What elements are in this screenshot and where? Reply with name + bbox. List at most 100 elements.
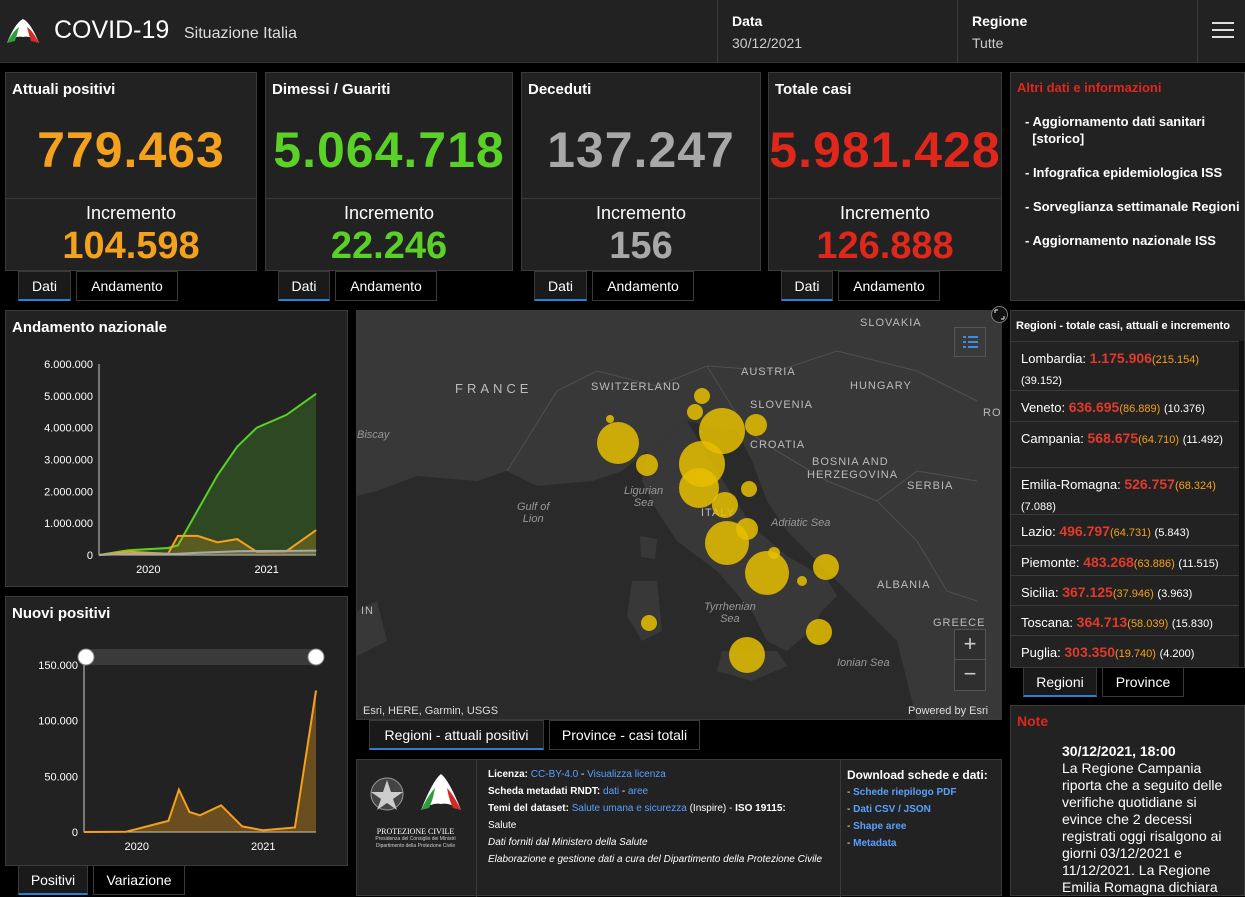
legend-toggle-button[interactable]: [954, 327, 986, 357]
region-bubble[interactable]: [797, 576, 807, 586]
sea-label: Tyrrhenian Sea: [704, 601, 756, 625]
info-link[interactable]: - Aggiornamento nazionale ISS: [1025, 233, 1216, 248]
temi-link[interactable]: Salute umana e sicurezza: [571, 803, 687, 814]
region-bubble[interactable]: [813, 554, 839, 580]
region-row[interactable]: Lombardia: 1.175.906(215.154) (39.152): [1011, 341, 1239, 391]
tab-province-casi-totali[interactable]: Province - casi totali: [549, 720, 700, 750]
region-total: 1.175.906: [1089, 350, 1152, 366]
data-point: [262, 829, 264, 831]
data-point: [236, 538, 238, 540]
region-bubble[interactable]: [597, 422, 639, 464]
region-bubble[interactable]: [636, 454, 658, 476]
info-link[interactable]: - Aggiornamento dati sanitari [storico]: [1025, 114, 1206, 146]
region-bubble[interactable]: [745, 551, 789, 595]
data-point: [128, 551, 130, 553]
date-value[interactable]: 30/12/2021: [732, 35, 803, 51]
series-area: [84, 690, 316, 832]
zoom-out-button[interactable]: −: [963, 661, 977, 686]
range-handle-right[interactable]: [307, 648, 325, 666]
app-title: COVID-19: [54, 16, 170, 44]
tab-positivi[interactable]: Positivi: [18, 865, 88, 895]
y-tick-label: 0: [87, 550, 93, 562]
card-title: Deceduti: [528, 81, 592, 98]
rndt-dati-link[interactable]: dati: [603, 786, 620, 797]
data-point: [294, 827, 296, 829]
region-row[interactable]: Piemonte: 483.268(63.886) (11.515): [1011, 545, 1239, 574]
region-increment: (11.515): [1178, 558, 1219, 570]
region-row[interactable]: Puglia: 303.350(19.740) (4.200): [1011, 635, 1239, 664]
view-license-link[interactable]: Visualizza licenza: [587, 769, 666, 780]
region-increment: (10.376): [1163, 403, 1205, 415]
inspire-text: (Inspire) -: [686, 803, 736, 814]
increment-label: Incremento: [595, 203, 687, 223]
region-name: Sicilia:: [1021, 585, 1059, 600]
tab-dati[interactable]: Dati: [534, 271, 587, 301]
map-view[interactable]: SLOVAKIA AUSTRIA HUNGARY FRANCE SWITZERL…: [356, 310, 1002, 720]
series-area: [99, 393, 316, 555]
map-label: CROATIA: [750, 439, 806, 451]
region-bubble[interactable]: [741, 481, 757, 497]
tab-dati[interactable]: Dati: [18, 271, 71, 301]
nuovi-positivi-panel: Nuovi positivi 150.000 100.000 50.000 0 2020…: [5, 596, 348, 866]
nuovi-positivi-chart[interactable]: 150.000 100.000 50.000 0 2020 2021: [6, 597, 349, 867]
series-line: [98, 392, 317, 556]
y-tick-label: 50.000: [44, 771, 78, 783]
info-link[interactable]: - Infografica epidemiologica ISS: [1025, 165, 1223, 180]
info-link[interactable]: - Sorveglianza settimanale Regioni: [1025, 199, 1240, 214]
tab-andamento[interactable]: Andamento: [76, 271, 178, 301]
region-value[interactable]: Tutte: [972, 35, 1004, 51]
download-link[interactable]: Metadata: [853, 838, 897, 849]
header-divider: [957, 0, 958, 63]
region-bubble[interactable]: [745, 414, 767, 436]
hamburger-menu-icon[interactable]: [1212, 22, 1234, 40]
region-bubble[interactable]: [606, 415, 614, 423]
tab-province[interactable]: Province: [1102, 667, 1184, 697]
region-row[interactable]: Toscana: 364.713(58.039) (15.830): [1011, 605, 1239, 634]
region-row[interactable]: Sicilia: 367.125(37.946) (3.963): [1011, 575, 1239, 604]
region-row[interactable]: Veneto: 636.695(86.889) (10.376): [1011, 390, 1239, 419]
card-value: 5.981.428: [769, 122, 1001, 178]
tab-andamento[interactable]: Andamento: [838, 271, 940, 301]
card-value: 779.463: [37, 122, 225, 178]
scrollbar[interactable]: [1239, 341, 1244, 667]
region-bubble[interactable]: [705, 521, 749, 565]
zoom-in-button[interactable]: +: [955, 630, 985, 660]
expand-icon[interactable]: [991, 306, 1008, 323]
y-tick-label: 5.000.000: [44, 391, 93, 403]
download-link[interactable]: Dati CSV / JSON: [853, 804, 931, 815]
powered-by-esri[interactable]: Powered by Esri: [908, 705, 989, 717]
y-tick-label: 100.000: [38, 716, 78, 728]
region-bubble[interactable]: [687, 404, 703, 420]
region-increment: (5.843): [1154, 527, 1190, 539]
info-panel: Altri dati e informazioni - Aggiornament…: [1010, 72, 1245, 301]
region-bubble[interactable]: [712, 492, 738, 518]
region-row[interactable]: Lazio: 496.797(64.731) (5.843): [1011, 514, 1239, 543]
tab-andamento[interactable]: Andamento: [592, 271, 694, 301]
region-bubble[interactable]: [729, 637, 765, 673]
download-list: - Schede riepilogo PDF - Dati CSV / JSON…: [847, 787, 957, 849]
andamento-chart[interactable]: 6.000.000 5.000.000 4.000.000 3.000.000 2.00…: [6, 311, 349, 588]
tab-andamento[interactable]: Andamento: [335, 271, 437, 301]
map-label: Biscay: [357, 429, 390, 441]
region-row[interactable]: Emilia-Romagna: 526.757(68.324) (7.088): [1011, 467, 1239, 517]
tab-dati[interactable]: Dati: [781, 271, 833, 301]
region-total: 526.757: [1124, 476, 1175, 492]
region-bubble[interactable]: [641, 615, 657, 631]
separator: -: [619, 786, 629, 797]
region-bubble[interactable]: [694, 388, 710, 404]
tab-regioni-attuali-positivi[interactable]: Regioni - attuali positivi: [369, 720, 544, 750]
region-bubble[interactable]: [806, 619, 832, 645]
license-link[interactable]: CC-BY-4.0: [530, 769, 579, 780]
download-link[interactable]: Shape aree: [853, 821, 907, 832]
download-link[interactable]: Schede riepilogo PDF: [853, 787, 957, 798]
rndt-aree-link[interactable]: aree: [628, 786, 649, 797]
sea-label: Gulf of Lion: [517, 501, 550, 525]
tab-variazione[interactable]: Variazione: [93, 865, 185, 895]
tab-dati[interactable]: Dati: [278, 271, 330, 301]
region-total: 367.125: [1062, 584, 1113, 600]
tab-regioni[interactable]: Regioni: [1023, 667, 1097, 697]
range-handle-left[interactable]: [77, 648, 95, 666]
data-point: [125, 831, 127, 833]
region-row[interactable]: Campania: 568.675(64.710) (11.492): [1011, 421, 1239, 450]
emblem-logo-icon: [370, 774, 461, 811]
